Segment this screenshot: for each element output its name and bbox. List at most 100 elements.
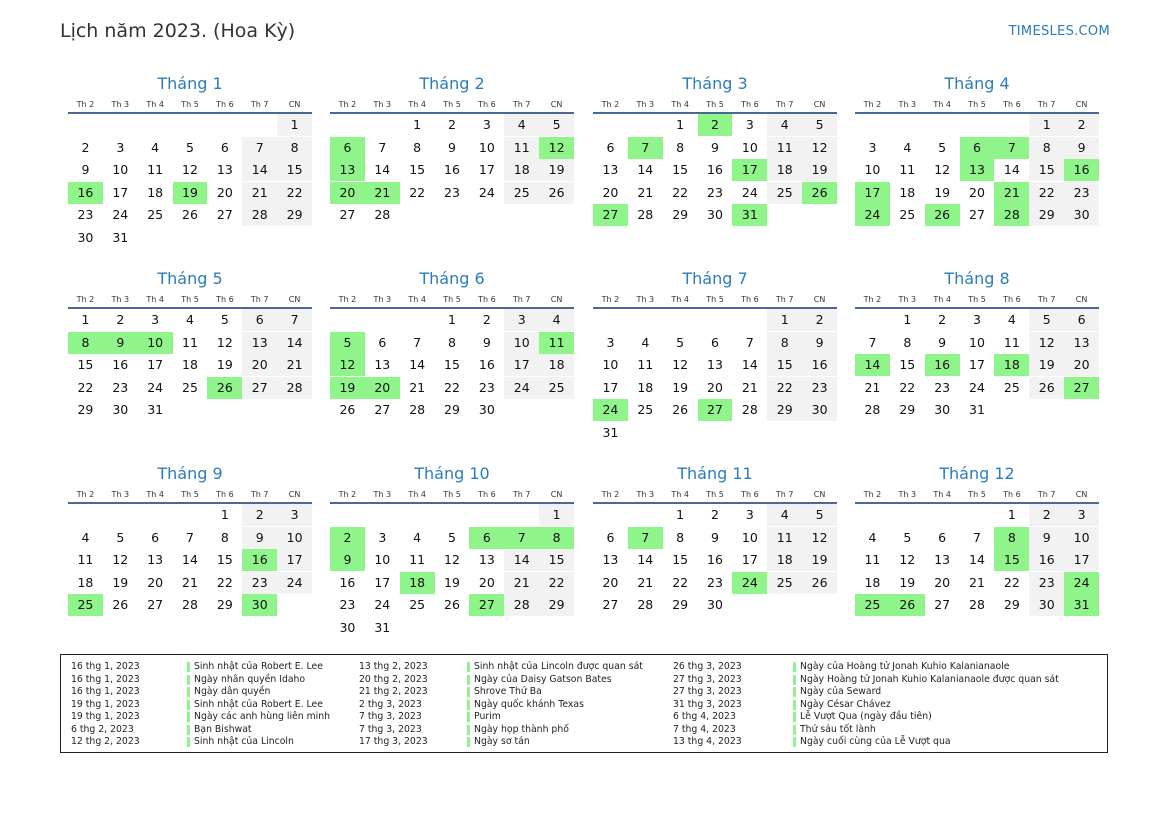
day-cell: 15: [1029, 159, 1065, 181]
day-cell: 18: [994, 354, 1030, 376]
day-cell: 19: [330, 376, 365, 399]
month-calendar: Tháng 11 Th 2 Th 3 Th 4 Th 5 Th 6 Th 7 CN 1 2 3 4 5 6…: [593, 463, 838, 617]
day-cell: 4: [767, 114, 803, 136]
day-cell: 13: [216, 162, 233, 177]
day-cell: 21: [409, 379, 426, 395]
day-cell: 26: [924, 204, 960, 226]
day-cell: 25: [182, 379, 198, 395]
day-cell: 5: [802, 504, 838, 526]
empty-cell: [330, 309, 365, 331]
header-rule: [330, 307, 574, 309]
week-row: 6 7 8 9 10 11 12: [593, 526, 838, 550]
empty-cell: [103, 114, 138, 136]
day-cell: 21: [969, 574, 985, 590]
weekday-label: Th 3: [111, 490, 130, 499]
day-cell: 6: [938, 529, 947, 545]
week-row: 7 8 9 10 11 12 13: [855, 331, 1100, 355]
empty-cell: [593, 504, 628, 526]
day-cell: 19: [802, 549, 838, 571]
legend-date: 13 thg 4, 2023: [673, 736, 742, 747]
day-cell: 30: [707, 597, 723, 612]
day-cell: 2: [802, 309, 838, 331]
day-cell: 3: [973, 312, 981, 327]
weekday-label: Th 5: [706, 490, 724, 499]
legend-date: 26 thg 3, 2023: [673, 661, 742, 672]
day-cell: 30: [1029, 594, 1065, 616]
day-cell: 23: [339, 597, 356, 612]
week-row: 11 12 13 14 15 16 17: [855, 549, 1100, 572]
day-cell: 26: [339, 402, 356, 417]
month-name: Tháng 3: [682, 74, 748, 93]
empty-cell: [767, 204, 802, 226]
legend-column: 16 thg 1, 2023 Sinh nhật của Robert E. Le…: [71, 661, 401, 749]
day-cell: 29: [1003, 597, 1020, 612]
day-cell: 10: [1064, 526, 1100, 549]
day-cell: 14: [637, 162, 654, 177]
empty-cell: [698, 309, 733, 331]
legend-marker: [467, 724, 470, 735]
day-cell: 4: [81, 529, 90, 545]
day-cell: 23: [1029, 571, 1065, 594]
legend-date: 7 thg 3, 2023: [359, 711, 422, 722]
day-cell: 4: [504, 114, 540, 136]
legend-holiday-name: Ngày quốc khánh Texas: [474, 698, 584, 710]
legend-column: 13 thg 2, 2023 Sinh nhật của Lincoln được…: [359, 661, 689, 749]
month-name: Tháng 5: [157, 269, 223, 288]
legend-holiday-name: Ngày César Chávez: [800, 698, 891, 710]
day-cell: 8: [68, 331, 103, 354]
day-cell: 30: [339, 619, 356, 635]
day-cell: 14: [637, 552, 654, 567]
legend-holiday-name: Ngày các anh hùng liên minh: [194, 711, 331, 722]
weekday-label: Th 6: [478, 490, 496, 499]
day-cell: 7: [504, 526, 540, 549]
day-cell: 28: [277, 376, 313, 399]
day-cell: 21: [277, 354, 313, 376]
legend-item: 17 thg 3, 2023 Ngày sơ tán: [359, 736, 689, 749]
empty-cell: [802, 422, 837, 444]
day-cell: 28: [994, 204, 1030, 226]
brand-link[interactable]: TIMESLES.COM: [1008, 24, 1110, 39]
day-cell: 27: [1064, 376, 1100, 399]
empty-cell: [628, 422, 663, 444]
day-cell: 29: [444, 402, 460, 417]
day-cell: 11: [899, 162, 916, 177]
day-cell: 7: [413, 334, 422, 350]
empty-cell: [207, 114, 242, 136]
day-cell: 16: [339, 574, 356, 590]
day-cell: 1: [903, 312, 912, 327]
weekday-label: Th 5: [181, 295, 199, 304]
day-cell: 31: [1064, 594, 1100, 616]
day-cell: 16: [478, 357, 495, 372]
day-cell: 2: [482, 312, 491, 327]
legend-marker: [187, 674, 190, 685]
week-row: 30 31: [330, 617, 574, 640]
day-cell: 1: [1007, 507, 1016, 522]
week-row: 10 11 12 13 14 15 16: [593, 354, 838, 377]
day-cell: 17: [504, 354, 540, 376]
day-cell: 13: [374, 357, 391, 372]
weekday-label: Th 4: [408, 100, 426, 109]
legend-marker: [793, 687, 796, 697]
day-cell: 16: [1064, 159, 1100, 181]
day-cell: 2: [938, 312, 947, 327]
weekday-label: Th 4: [671, 490, 689, 499]
day-cell: 10: [741, 529, 758, 545]
day-cell: 1: [1029, 114, 1065, 136]
empty-cell: [732, 309, 767, 331]
legend-date: 17 thg 3, 2023: [359, 736, 428, 747]
weekday-label: CN: [550, 100, 563, 109]
legend-marker: [467, 674, 470, 685]
week-row: 13 14 15 16 17 18 19: [593, 159, 838, 182]
day-cell: 3: [745, 117, 754, 132]
day-cell: 17: [602, 379, 619, 395]
legend-marker: [187, 662, 190, 672]
empty-cell: [138, 504, 173, 526]
day-cell: 23: [242, 571, 278, 594]
day-cell: 11: [409, 552, 426, 567]
month-calendar: Tháng 9 Th 2 Th 3 Th 4 Th 5 Th 6 Th 7 CN 1 2 3 4 5 6 7…: [68, 463, 313, 617]
day-cell: 3: [482, 117, 491, 132]
day-cell: 13: [934, 552, 951, 567]
day-cell: 13: [959, 159, 995, 181]
day-cell: 7: [378, 139, 387, 155]
day-cell: 24: [112, 207, 129, 222]
